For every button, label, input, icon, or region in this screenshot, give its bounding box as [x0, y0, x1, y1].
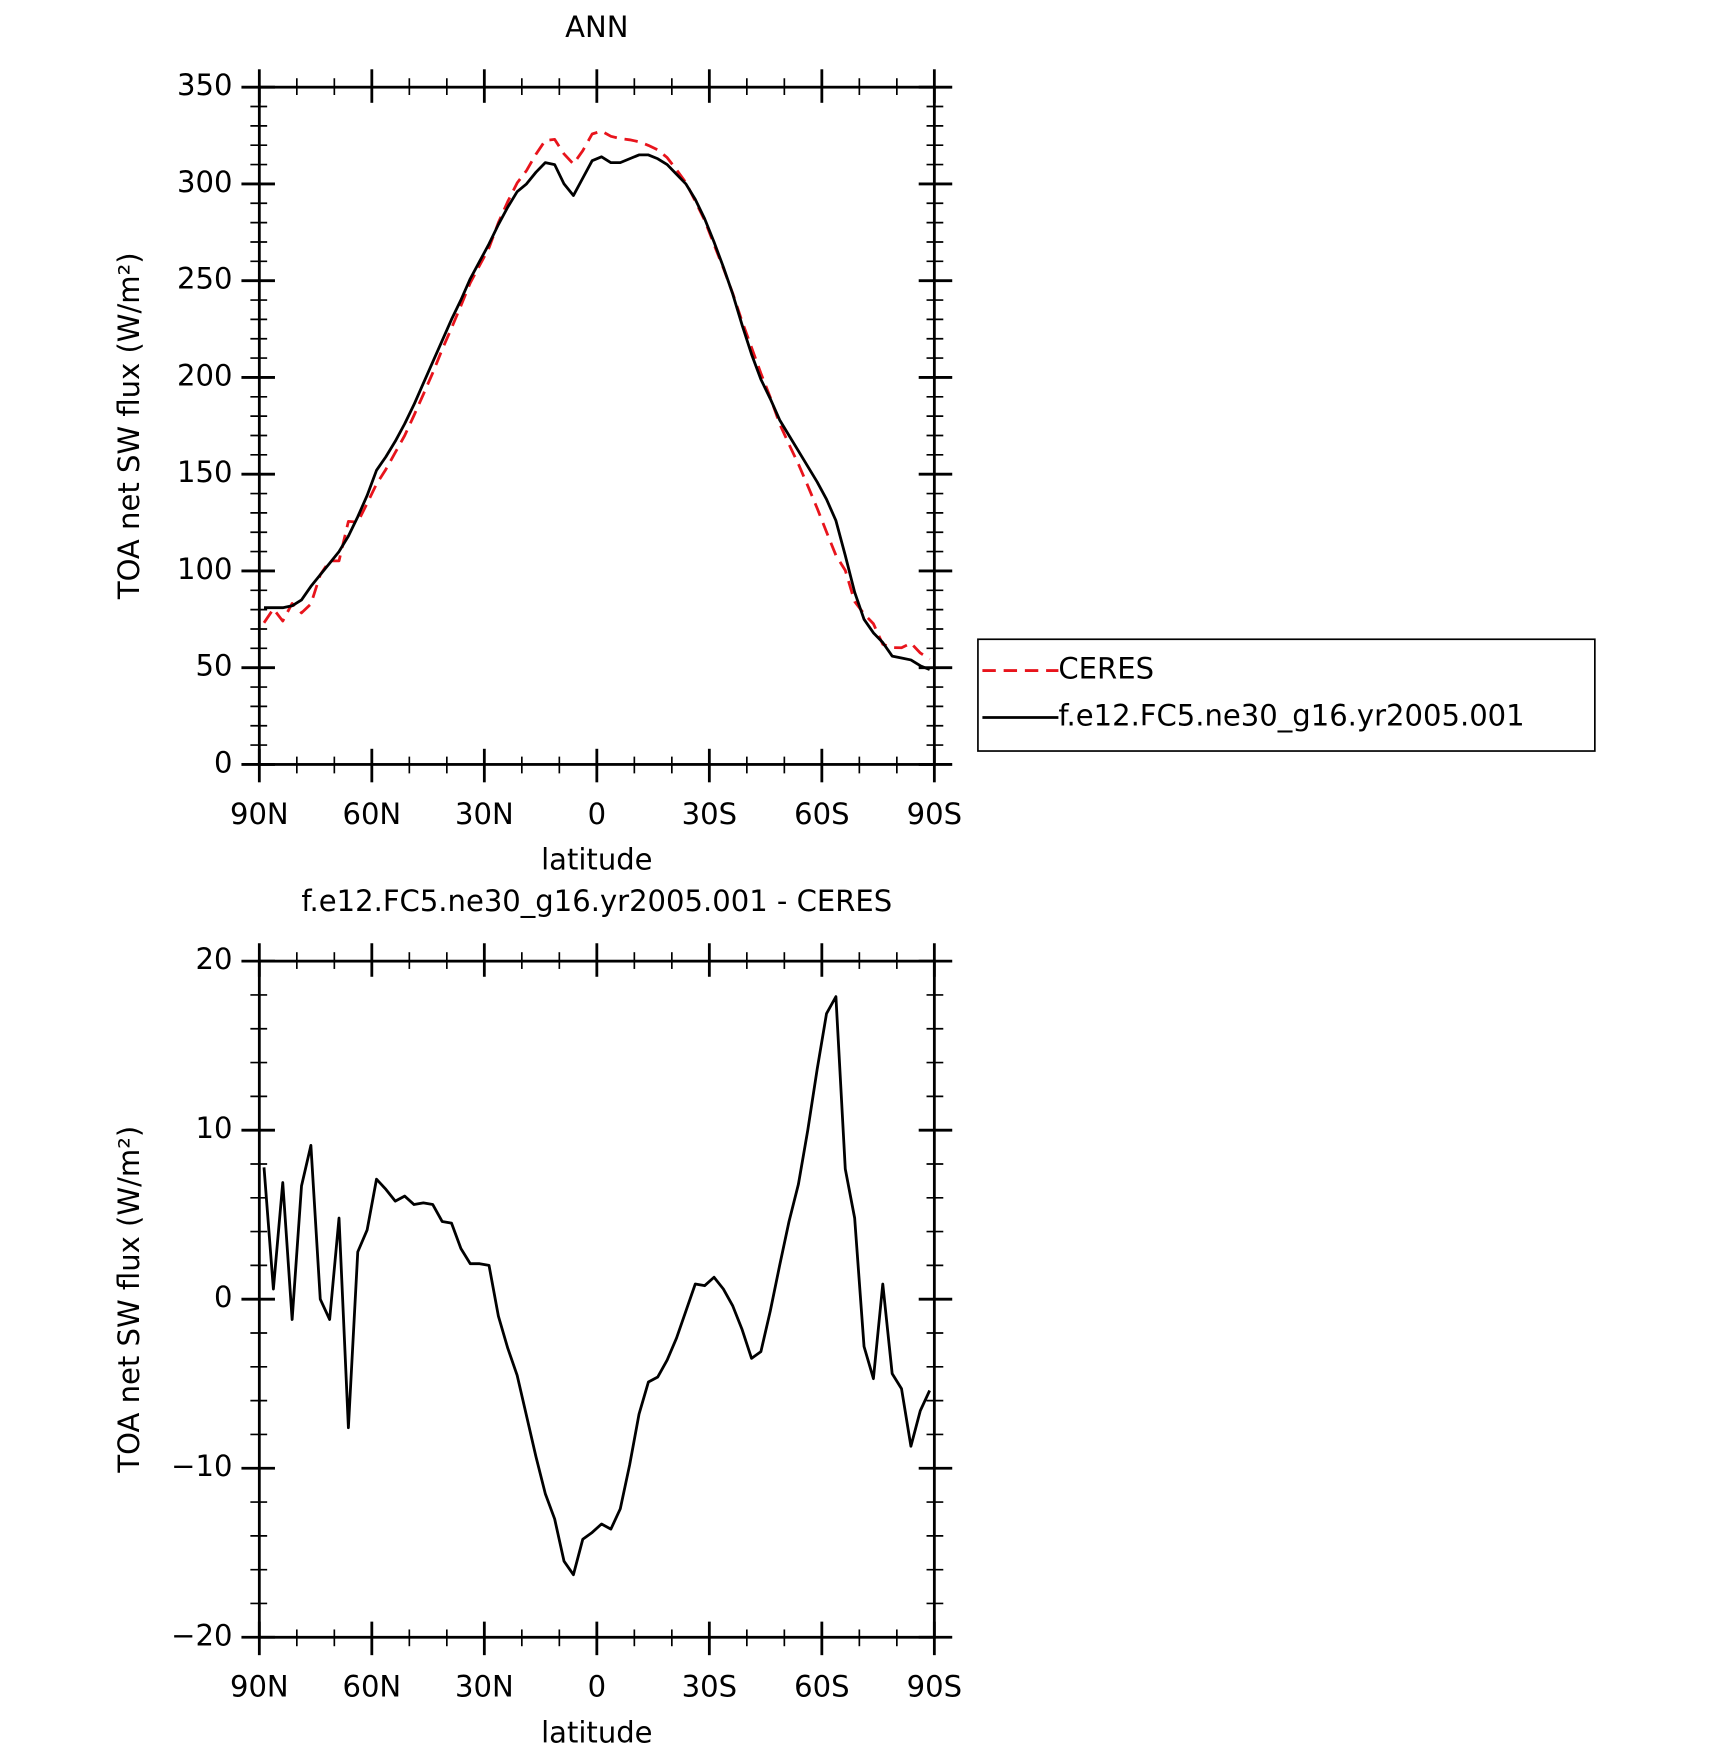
x-tick-label: 60N [342, 1670, 401, 1704]
y-tick-label: 100 [177, 552, 232, 586]
y-axis-label: TOA net SW flux (W/m²) [112, 252, 146, 600]
x-tick-label: 0 [588, 797, 606, 831]
y-tick-label: 50 [196, 649, 233, 683]
data-line [262, 129, 931, 661]
x-tick-label: 30N [455, 1670, 514, 1704]
x-axis-label: latitude [541, 1716, 652, 1750]
x-tick-label: 90N [230, 1670, 289, 1704]
chart-title: f.e12.FC5.ne30_g16.yr2005.001 - CERES [301, 884, 892, 918]
legend-box [977, 638, 1596, 752]
x-tick-label: 30N [455, 797, 514, 831]
y-axis-label: TOA net SW flux (W/m²) [112, 1126, 146, 1474]
y-tick-label: −10 [171, 1449, 232, 1483]
x-tick-label: 60N [342, 797, 401, 831]
x-tick-label: 0 [588, 1670, 606, 1704]
y-tick-label: 350 [177, 68, 232, 102]
y-tick-label: 250 [177, 262, 232, 296]
y-tick-label: −20 [171, 1618, 232, 1652]
y-tick-label: 150 [177, 455, 232, 489]
data-line [262, 995, 931, 1577]
y-tick-label: 10 [196, 1111, 233, 1145]
legend-label: CERES [1058, 652, 1154, 686]
x-tick-label: 90S [907, 1670, 962, 1704]
x-tick-label: 30S [682, 1670, 737, 1704]
y-tick-label: 20 [196, 942, 233, 976]
x-tick-label: 90S [907, 797, 962, 831]
x-tick-label: 60S [794, 797, 849, 831]
y-tick-label: 0 [214, 1280, 232, 1314]
y-tick-label: 200 [177, 358, 232, 392]
x-tick-label: 90N [230, 797, 289, 831]
chart-title: ANN [565, 10, 628, 44]
y-tick-label: 300 [177, 165, 232, 199]
legend-label: f.e12.FC5.ne30_g16.yr2005.001 [1058, 698, 1524, 732]
x-axis-label: latitude [541, 843, 652, 877]
x-tick-label: 60S [794, 1670, 849, 1704]
plot-frame [257, 959, 936, 1639]
x-tick-label: 30S [682, 797, 737, 831]
y-tick-label: 0 [214, 745, 232, 779]
data-line [264, 153, 931, 671]
plot-frame [257, 85, 936, 766]
